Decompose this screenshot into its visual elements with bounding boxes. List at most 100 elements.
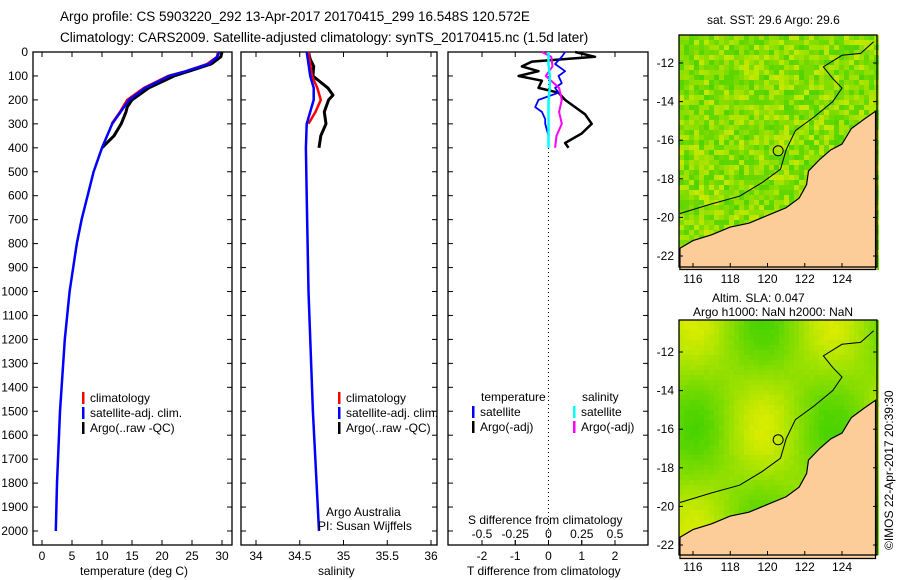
map-pixel <box>714 170 719 175</box>
lat-tick-label: -18 <box>657 172 675 186</box>
map-pixel <box>689 65 694 70</box>
map-pixel <box>694 225 699 230</box>
map-pixel <box>704 440 709 445</box>
map-pixel <box>684 235 689 240</box>
map-pixel <box>729 155 734 160</box>
map-pixel <box>779 405 784 410</box>
map-pixel <box>749 65 754 70</box>
map-pixel <box>784 80 789 85</box>
map-pixel <box>774 435 779 440</box>
map-pixel <box>709 475 714 480</box>
map-pixel <box>789 140 794 145</box>
map-pixel <box>694 340 699 345</box>
map-pixel <box>779 70 784 75</box>
y-tick-label: 1800 <box>1 476 28 490</box>
map-pixel <box>819 340 824 345</box>
map-pixel <box>734 60 739 65</box>
map-pixel <box>759 485 764 490</box>
map-pixel <box>794 390 799 395</box>
map-pixel <box>799 110 804 115</box>
map-pixel <box>719 130 724 135</box>
map-pixel <box>709 205 714 210</box>
y-tick-label: 1300 <box>1 356 28 370</box>
map-pixel <box>764 490 769 495</box>
figure-title-line1: Argo profile: CS 5903220_292 13-Apr-2017… <box>60 9 530 24</box>
map-pixel <box>784 140 789 145</box>
map-pixel <box>859 110 864 115</box>
lat-tick-label: -14 <box>657 95 675 109</box>
map-pixel <box>789 405 794 410</box>
map-pixel <box>724 90 729 95</box>
map-pixel <box>849 75 854 80</box>
map-pixel <box>819 420 824 425</box>
map-pixel <box>809 360 814 365</box>
map-pixel <box>854 120 859 125</box>
map-pixel <box>789 75 794 80</box>
map-pixel <box>699 490 704 495</box>
map-pixel <box>814 400 819 405</box>
map-pixel <box>819 55 824 60</box>
map-pixel <box>744 465 749 470</box>
map-pixel <box>764 95 769 100</box>
map-pixel <box>739 420 744 425</box>
map-pixel <box>824 70 829 75</box>
map-pixel <box>804 425 809 430</box>
map-pixel <box>794 470 799 475</box>
map-pixel <box>689 125 694 130</box>
map-pixel <box>679 210 684 215</box>
map-pixel <box>699 495 704 500</box>
map-pixel <box>869 60 874 65</box>
map-pixel <box>749 345 754 350</box>
sla-map-title-1: Altim. SLA: 0.047 <box>712 291 805 305</box>
map-pixel <box>839 385 844 390</box>
map-pixel <box>859 60 864 65</box>
map-pixel <box>679 85 684 90</box>
map-pixel <box>684 320 689 325</box>
map-pixel <box>739 115 744 120</box>
map-pixel <box>749 195 754 200</box>
map-pixel <box>849 120 854 125</box>
map-pixel <box>804 370 809 375</box>
map-pixel <box>789 160 794 165</box>
map-pixel <box>789 175 794 180</box>
map-pixel <box>744 75 749 80</box>
temperature-panel: 0 5 10 15 20 25 300100200300400500600700800900… <box>1 45 233 563</box>
map-pixel <box>719 60 724 65</box>
map-pixel <box>759 150 764 155</box>
map-pixel <box>699 230 704 235</box>
map-pixel <box>804 415 809 420</box>
map-pixel <box>819 70 824 75</box>
map-pixel <box>739 150 744 155</box>
map-pixel <box>684 425 689 430</box>
map-pixel <box>799 415 804 420</box>
map-pixel <box>709 390 714 395</box>
map-pixel <box>789 430 794 435</box>
map-pixel <box>814 140 819 145</box>
map-pixel <box>699 460 704 465</box>
map-pixel <box>709 355 714 360</box>
map-pixel <box>779 360 784 365</box>
map-pixel <box>864 110 869 115</box>
map-pixel <box>709 480 714 485</box>
map-pixel <box>724 415 729 420</box>
map-pixel <box>789 130 794 135</box>
map-pixel <box>819 440 824 445</box>
map-pixel <box>869 110 874 115</box>
map-pixel <box>749 70 754 75</box>
map-pixel <box>829 55 834 60</box>
map-pixel <box>794 170 799 175</box>
map-pixel <box>754 470 759 475</box>
map-pixel <box>684 375 689 380</box>
s-satellite-diff-line <box>547 52 552 148</box>
map-pixel <box>764 425 769 430</box>
map-pixel <box>794 420 799 425</box>
map-pixel <box>784 490 789 495</box>
map-pixel <box>754 400 759 405</box>
map-pixel <box>734 105 739 110</box>
y-tick-label: 700 <box>8 213 28 227</box>
map-pixel <box>699 225 704 230</box>
map-pixel <box>814 85 819 90</box>
map-pixel <box>739 480 744 485</box>
map-pixel <box>754 110 759 115</box>
map-pixel <box>784 415 789 420</box>
